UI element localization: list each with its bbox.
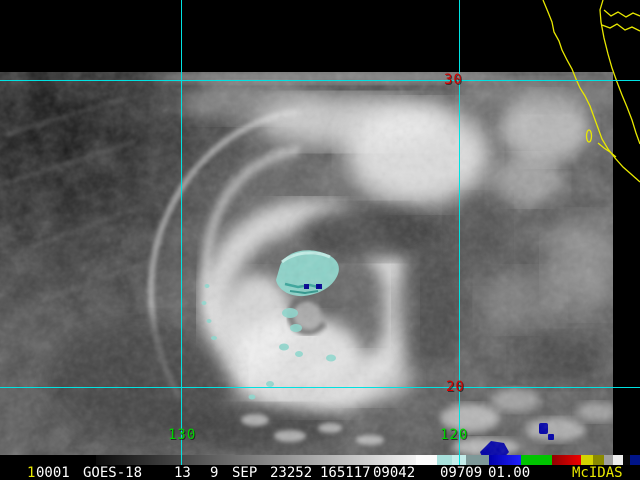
longitude-gridline-120 [459,0,460,465]
colorbar-segment [489,455,521,465]
longitude-label-130: 130 [168,427,197,443]
enhancement-colorbar [0,455,640,465]
gulf-west-coast [599,0,640,145]
status-value-2: 09709 [440,465,483,480]
date-day: 9 [210,465,219,480]
mcidas-brand: McIDAS [572,465,623,480]
status-bar: 1 0001 GOES-18 13 9 SEP 23252 165117 090… [0,465,640,480]
colorbar-segment [96,455,416,465]
latitude-gridline-30 [0,80,640,81]
frame-number: 1 [27,465,36,480]
latitude-gridline-20 [0,387,640,388]
colorbar-segment [0,455,96,465]
date-yearday: 23252 [270,465,313,480]
colorbar-segment [437,455,452,465]
latitude-label-30: 30 [444,72,463,88]
colorado-river-line [603,9,640,18]
colorbar-segment [416,455,437,465]
image-time: 165117 [320,465,371,480]
date-month: SEP [232,465,258,480]
baja-pacific-coast [542,0,640,183]
colorbar-segment [581,455,593,465]
status-value-1: 09042 [373,465,416,480]
colorbar-segment [466,455,489,465]
colorbar-segment [613,455,623,465]
colorbar-segment [552,455,581,465]
latitude-label-20: 20 [446,379,465,395]
longitude-label-120: 120 [440,427,469,443]
satellite-swath [0,72,613,455]
colorbar-segment [593,455,604,465]
gulf-island [597,142,617,158]
satellite-name: GOES-18 [83,465,143,480]
image-number: 0001 [36,465,70,480]
colorbar-segment [623,455,630,465]
colorbar-segment [521,455,552,465]
island-outline [585,129,593,143]
colorbar-segment [604,455,613,465]
status-value-3: 01.00 [488,465,531,480]
coastline-overlay [542,0,640,183]
band-number: 13 [174,465,191,480]
colorbar-segment [630,455,640,465]
gulf-east-coast [601,23,640,32]
longitude-gridline-130 [181,0,182,465]
